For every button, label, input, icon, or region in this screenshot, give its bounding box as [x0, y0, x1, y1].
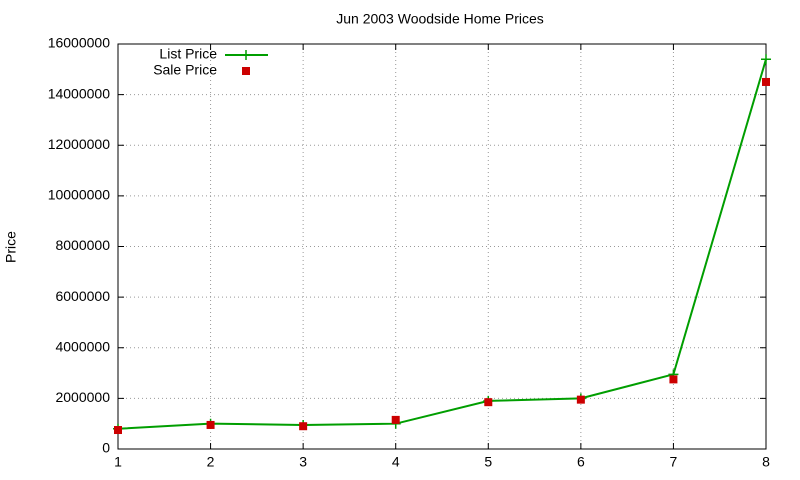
- y-axis-label: Price: [3, 231, 19, 263]
- chart-title: Jun 2003 Woodside Home Prices: [336, 11, 544, 27]
- point: [576, 395, 585, 404]
- point: [206, 420, 215, 429]
- legend-marker: [242, 67, 250, 75]
- point: [669, 375, 678, 384]
- x-tick-label: 7: [670, 454, 678, 470]
- point: [114, 426, 122, 435]
- y-tick-label: 12000000: [48, 136, 111, 152]
- y-tick-label: 0: [102, 440, 110, 456]
- point: [391, 415, 400, 424]
- x-tick-label: 6: [577, 454, 585, 470]
- y-tick-label: 4000000: [55, 338, 110, 354]
- plot-frame: [117, 43, 767, 450]
- point: [761, 54, 771, 65]
- legend-marker: [241, 50, 251, 60]
- point: [484, 398, 493, 407]
- x-tick-label: 2: [207, 454, 215, 470]
- legend-label: List Price: [159, 46, 217, 62]
- y-tick-label: 10000000: [48, 187, 111, 203]
- y-tick-label: 6000000: [55, 288, 110, 304]
- y-tick-label: 2000000: [55, 389, 110, 405]
- x-tick-label: 3: [299, 454, 307, 470]
- legend-label: Sale Price: [153, 62, 217, 78]
- x-tick-label: 1: [114, 454, 122, 470]
- series-line: [117, 58, 767, 430]
- y-tick-label: 16000000: [48, 35, 111, 51]
- y-tick-label: 14000000: [48, 85, 111, 101]
- y-tick-label: 8000000: [55, 237, 110, 253]
- x-tick-label: 4: [392, 454, 400, 470]
- x-tick-label: 8: [762, 454, 770, 470]
- point: [762, 77, 770, 86]
- point: [299, 422, 308, 431]
- x-tick-label: 5: [484, 454, 492, 470]
